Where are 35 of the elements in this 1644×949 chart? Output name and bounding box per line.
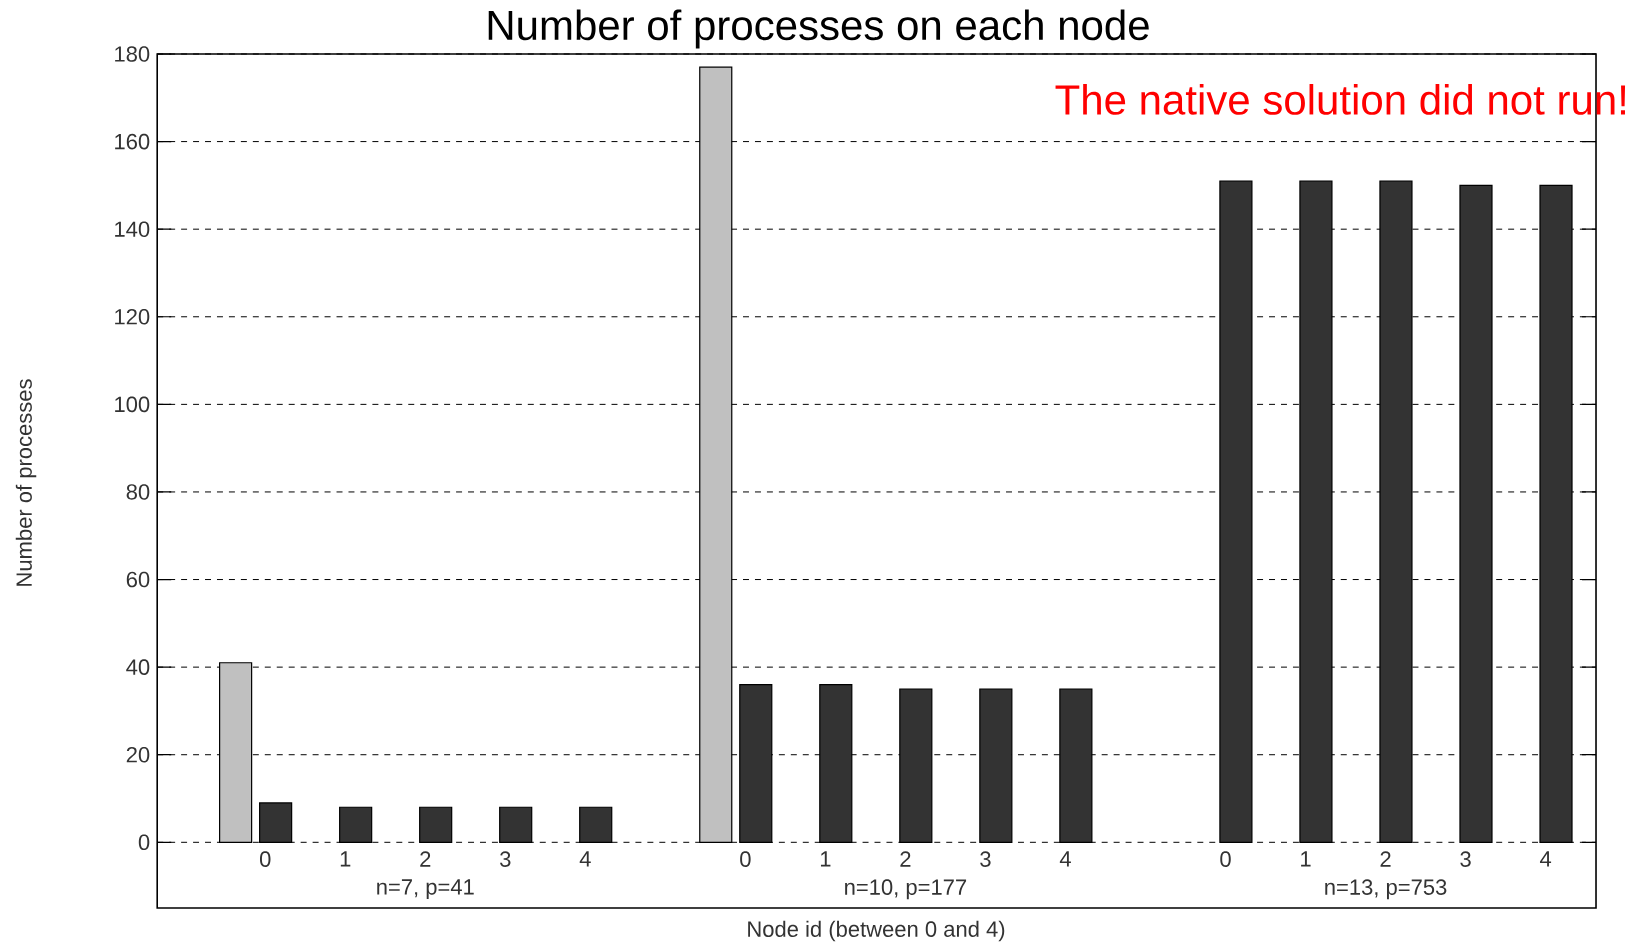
x-tick-label: 1	[820, 851, 831, 867]
x-tick-label: 4	[1059, 851, 1071, 867]
y-tick-label: 160	[115, 133, 150, 150]
annotation: n=13, p=753	[1325, 879, 1447, 900]
x-tick-label: 0	[1220, 851, 1231, 867]
annotation: n=10, p=177	[845, 879, 967, 900]
x-tick-label: 0	[740, 851, 751, 867]
annotation: n=7, p=41	[377, 879, 474, 900]
x-tick-label: 0	[259, 851, 271, 867]
chart-title: Number of processes on each node	[488, 9, 1149, 49]
bar	[259, 802, 293, 843]
y-tick-label: 0	[138, 834, 150, 851]
x-tick-label: 3	[1460, 851, 1471, 867]
y-tick-label: 180	[115, 46, 150, 62]
x-tick-label: 4	[1539, 851, 1552, 867]
x-axis-title: Node id (between 0 and 4)	[748, 920, 1005, 942]
bar	[1059, 688, 1093, 843]
y-axis-title: Number of processes	[15, 379, 37, 586]
x-tick-label: 3	[980, 851, 991, 867]
y-tick-label: 120	[115, 308, 150, 325]
x-tick-label: 1	[1301, 851, 1311, 867]
bar	[1459, 184, 1493, 843]
x-tick-label: 2	[900, 851, 911, 867]
x-tick-label: 4	[579, 851, 591, 867]
x-tick-label: 2	[1380, 851, 1391, 867]
x-tick-label: 2	[420, 851, 431, 867]
y-tick-label: 40	[126, 659, 150, 675]
bar	[1299, 180, 1333, 843]
x-tick-label: 1	[340, 851, 351, 867]
y-tick-label: 80	[126, 484, 150, 500]
x-tick-label: 3	[500, 851, 511, 867]
y-tick-label: 60	[126, 571, 150, 588]
y-tick-label: 100	[115, 396, 150, 413]
y-tick-label: 20	[126, 746, 150, 763]
y-tick-label: 140	[115, 221, 150, 237]
